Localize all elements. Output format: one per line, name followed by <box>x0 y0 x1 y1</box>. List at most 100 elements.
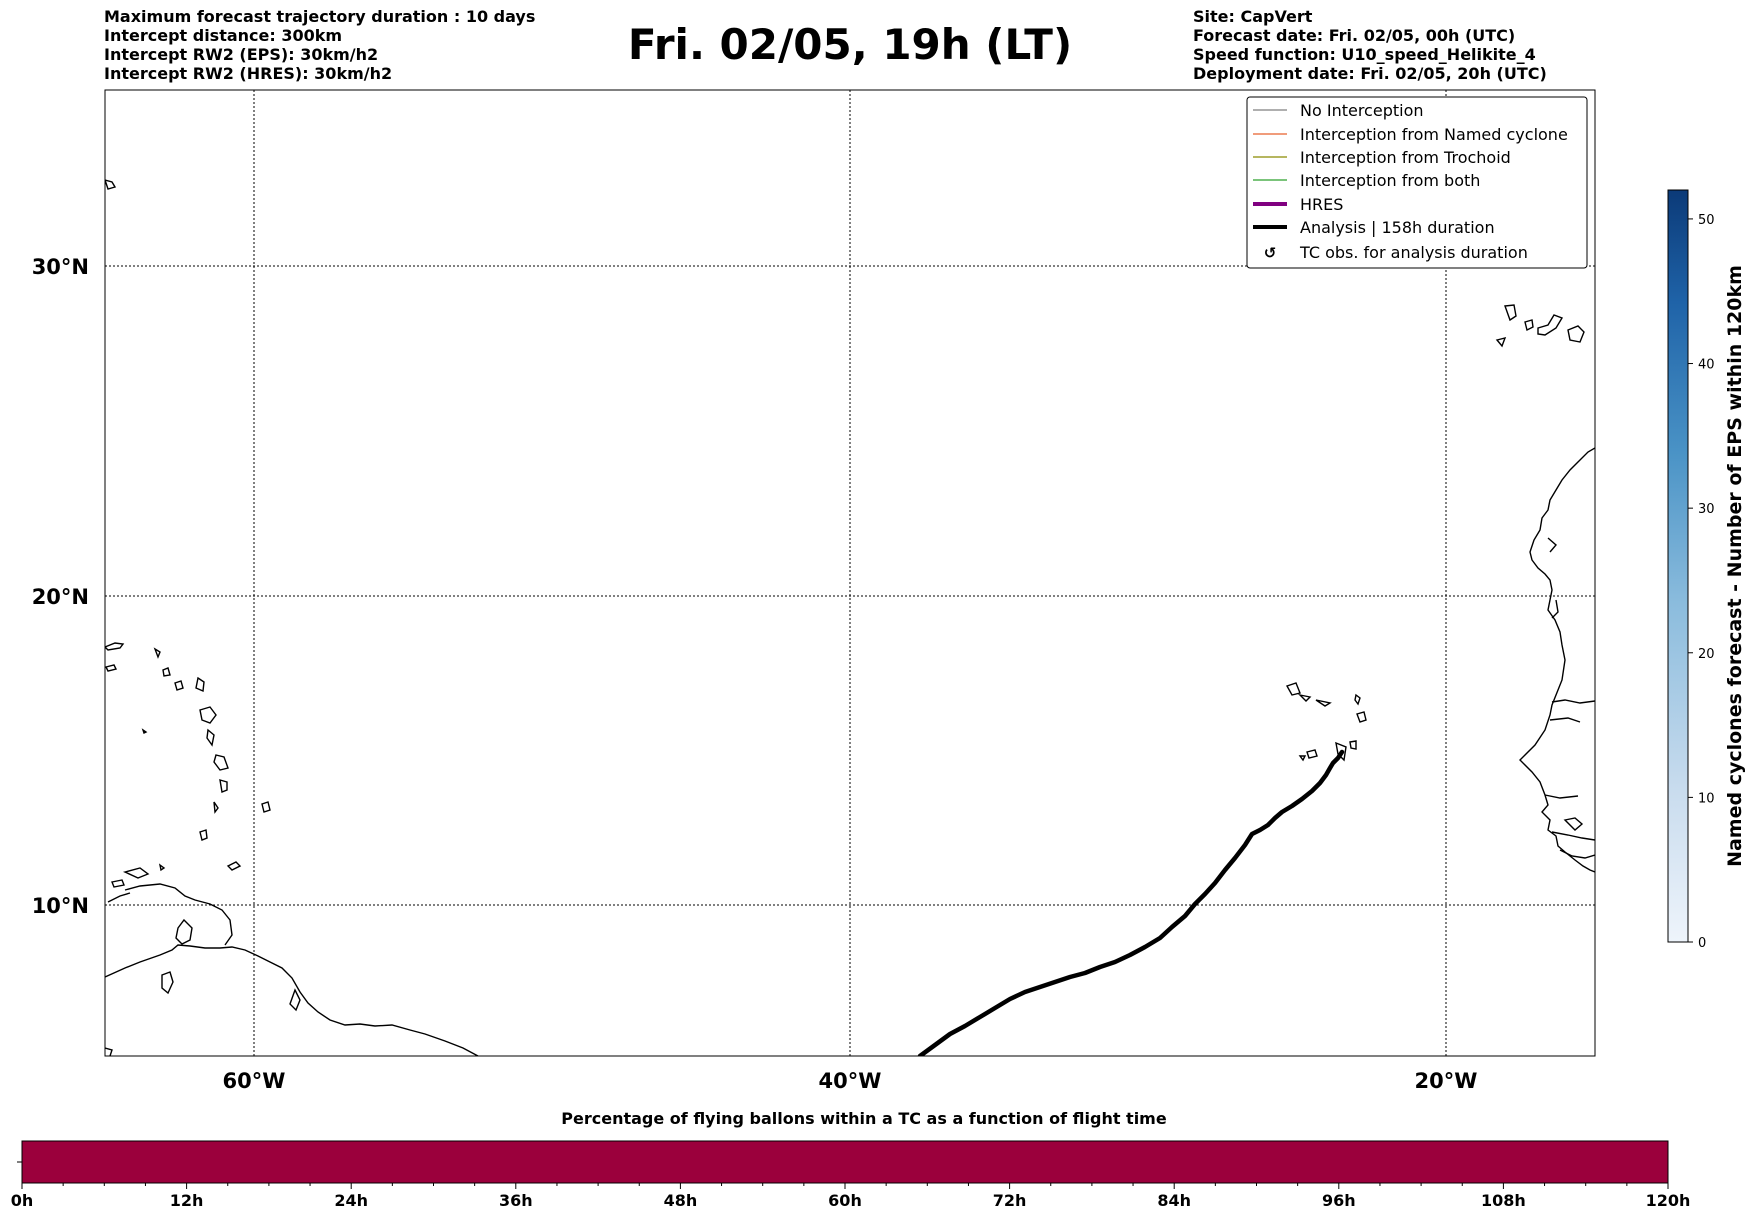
header-right-info: Site: CapVert Forecast date: Fri. 02/05,… <box>1193 7 1547 83</box>
island-saba <box>141 728 148 734</box>
island-guadeloupe <box>199 706 217 724</box>
legend-label: TC obs. for analysis duration <box>1299 243 1528 262</box>
analysis-trajectory[interactable] <box>917 749 1345 1056</box>
lon-label-60w: 60°W <box>223 1069 286 1093</box>
colorbar-tick-label: 0 <box>1698 936 1706 951</box>
legend-label: No Interception <box>1300 101 1424 120</box>
legend-item-both: Interception from both <box>1253 171 1480 190</box>
island-dominica <box>206 728 215 747</box>
island-boa-vista <box>1356 711 1367 723</box>
legend-item-hres: HRES <box>1253 195 1343 214</box>
legend-label: Interception from Named cyclone <box>1300 125 1568 144</box>
island-virgin <box>105 664 118 672</box>
legend: No Interception Interception from Named … <box>1246 96 1588 269</box>
header-left-line: Maximum forecast trajectory duration : 1… <box>104 7 536 26</box>
coastline-dakhla <box>1547 537 1557 553</box>
timebar-tick-label: 108h <box>1481 1191 1526 1210</box>
colorbar-ticks: 0 10 20 30 40 50 <box>1688 213 1715 951</box>
island-sao-nicolau <box>1315 699 1332 707</box>
timebar-tick-label: 84h <box>1157 1191 1191 1210</box>
coastline-delta <box>161 971 174 995</box>
coastline-cap-blanc <box>1551 599 1559 619</box>
coastline-west-africa <box>1519 447 1595 873</box>
timebar-title: Percentage of flying ballons within a TC… <box>561 1109 1167 1128</box>
island-barbados <box>261 801 271 813</box>
legend-item-analysis: Analysis | 158h duration <box>1253 218 1495 237</box>
lat-label-20n: 20°N <box>32 585 89 609</box>
island-tobago <box>226 861 242 871</box>
colorbar-tick-label: 30 <box>1698 502 1715 517</box>
colorbar-tick-label: 10 <box>1698 791 1715 806</box>
island-trinidad <box>175 918 193 945</box>
island-la-palma <box>1504 304 1517 322</box>
header-right-line: Speed function: U10_speed_Helikite_4 <box>1193 45 1536 64</box>
timebar-tick-label: 24h <box>334 1191 368 1210</box>
colorbar-tick-label: 50 <box>1698 213 1715 228</box>
island-sal <box>1354 693 1361 706</box>
lon-label-40w: 40°W <box>819 1069 882 1093</box>
map-axis-labels: 60°W 40°W 20°W 30°N 20°N 10°N <box>32 255 1478 1093</box>
island-martinique <box>213 754 229 771</box>
timebar-tick-label: 120h <box>1646 1191 1691 1210</box>
lat-label-10n: 10°N <box>32 894 89 918</box>
legend-item-trochoid: Interception from Trochoid <box>1253 148 1511 167</box>
lat-label-30n: 30°N <box>32 255 89 279</box>
island-tenerife <box>1537 314 1564 336</box>
coastline-corner <box>105 1047 113 1056</box>
colorbar-gradient <box>1667 189 1689 943</box>
island-bonaire <box>158 863 166 872</box>
island-santo-antao <box>1285 682 1301 696</box>
coastline-guyana-inlet <box>289 988 301 1012</box>
tc-obs-marker-icon: ↺ <box>1264 244 1277 262</box>
coastline-venezuela <box>124 883 233 946</box>
header-right-line: Site: CapVert <box>1193 7 1313 26</box>
header-left-info: Maximum forecast trajectory duration : 1… <box>104 7 535 83</box>
timebar-tick-label: 36h <box>499 1191 533 1210</box>
legend-box <box>1246 96 1588 269</box>
lon-label-20w: 20°W <box>1415 1069 1478 1093</box>
header-right-line: Deployment date: Fri. 02/05, 20h (UTC) <box>1193 64 1547 83</box>
island-st-vincent <box>213 801 219 814</box>
colorbar-label: Named cyclones forecast - Number of EPS … <box>1724 265 1746 867</box>
legend-label: Interception from Trochoid <box>1300 148 1511 167</box>
timebar-ticks: 0h 12h 24h 36h 48h 60h 72h 84h 96h 108h 120h <box>11 1183 1691 1210</box>
colorbar: 0 10 20 30 40 50 Named cyclones forecast - Nu… <box>1667 189 1746 951</box>
legend-item-named-cyclone: Interception from Named cyclone <box>1253 125 1568 144</box>
island-antigua <box>195 676 205 693</box>
colorbar-tick-label: 20 <box>1698 647 1715 662</box>
coastlines <box>105 179 1595 1056</box>
header-right-line: Forecast date: Fri. 02/05, 00h (UTC) <box>1193 26 1516 45</box>
island-anguilla <box>153 647 161 659</box>
coastline-senegal-inlet <box>1549 717 1581 723</box>
legend-label: Analysis | 158h duration <box>1300 218 1495 237</box>
island-aruba <box>111 879 125 888</box>
header-left-line: Intercept distance: 300km <box>104 26 343 45</box>
island-santiago <box>1335 741 1347 762</box>
timebar-tick-label: 72h <box>993 1191 1027 1210</box>
coastline-guinea <box>1551 831 1595 841</box>
island-gran-canaria <box>1567 325 1585 343</box>
island-grenadines <box>199 829 208 841</box>
timebar-tick-label: 60h <box>828 1191 862 1210</box>
header-left-line: Intercept RW2 (EPS): 30km/h2 <box>104 45 379 64</box>
timebar-fill <box>21 1140 1669 1184</box>
island-la-gomera <box>1524 319 1534 332</box>
coastline-sierra-leone <box>1559 849 1595 859</box>
timebar-tick-label: 96h <box>1322 1191 1356 1210</box>
coastline-gambia-estuary <box>1551 699 1595 704</box>
island-bijagos <box>1563 817 1584 831</box>
island-barbuda <box>162 667 171 677</box>
colorbar-tick-label: 40 <box>1698 358 1715 373</box>
coastline-south-america <box>105 944 479 1056</box>
island-puerto-rico-west <box>105 642 125 651</box>
island-st-lucia <box>219 779 228 793</box>
legend-label: Interception from both <box>1300 171 1480 190</box>
coastline-guinea-bissau <box>1544 794 1579 799</box>
island-bermuda <box>105 179 117 190</box>
page-title: Fri. 02/05, 19h (LT) <box>627 20 1073 69</box>
timebar-tick-label: 12h <box>170 1191 204 1210</box>
map-area[interactable]: No Interception Interception from Named … <box>104 89 1596 1057</box>
coastline-colombia <box>107 892 131 903</box>
island-montserrat <box>174 680 184 691</box>
